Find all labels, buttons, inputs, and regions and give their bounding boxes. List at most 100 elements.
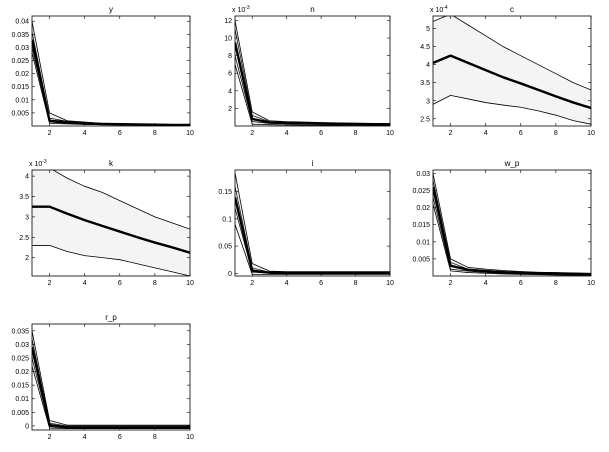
median-line	[235, 196, 390, 274]
x-tick-label: 4	[484, 280, 488, 287]
draw-line	[32, 338, 190, 427]
axis-multiplier: x 10-4	[430, 5, 448, 14]
draw-line	[235, 207, 390, 274]
y-tick-label: 4	[426, 62, 430, 69]
panel-w-p: w_p 2 4 6 8 10 0.005 0.01 0.015 0.02 0.025 0.03	[412, 159, 595, 287]
axis-multiplier: x 10-3	[232, 5, 250, 14]
axis-multiplier-exponent: -3	[245, 5, 250, 11]
axes-frame	[31, 323, 191, 431]
plot-area	[32, 170, 190, 276]
x-tick-label: 8	[153, 434, 157, 441]
lower-bound-line	[32, 245, 190, 276]
x-tick-label: 10	[386, 280, 394, 287]
x-tick-label: 4	[83, 280, 87, 287]
lower-bound-line	[235, 224, 390, 275]
x-tick-label: 8	[153, 130, 157, 137]
median-line	[433, 186, 591, 276]
axis-multiplier: x 10-3	[29, 159, 47, 168]
x-tick-label: 2	[48, 434, 52, 441]
x-tick-label: 10	[386, 130, 394, 137]
panel-title: i	[312, 159, 314, 168]
y-tick-label: 0.03	[15, 45, 29, 52]
axis-multiplier-exponent: -3	[42, 159, 47, 165]
draw-line	[433, 180, 591, 274]
axes-frame	[432, 15, 592, 127]
upper-bound-line	[235, 172, 390, 273]
x-tick-label: 2	[48, 130, 52, 137]
x-tick-label: 10	[186, 280, 194, 287]
x-tick-label: 8	[554, 130, 558, 137]
y-tick-label: 0.035	[11, 328, 29, 335]
y-tick-label: 4	[25, 174, 29, 181]
y-tick-label: 0.015	[412, 222, 430, 229]
y-tick-label: 0.01	[15, 97, 29, 104]
y-tick-label: 3.5	[420, 80, 430, 87]
median-line	[32, 39, 190, 126]
x-tick-label: 6	[118, 280, 122, 287]
y-tick-label: 0.05	[218, 244, 232, 251]
y-tick-label: 0.025	[412, 188, 430, 195]
draw-line	[235, 29, 390, 125]
y-tick-label: 3	[426, 98, 430, 105]
lower-bound-line	[433, 94, 591, 125]
y-tick-label: 0.035	[11, 32, 29, 39]
y-tick-label: 0.025	[11, 58, 29, 65]
y-tick-label: 0.02	[15, 369, 29, 376]
lower-bound-line	[433, 204, 591, 276]
upper-bound-line	[32, 21, 190, 125]
y-tick-label: 0.005	[11, 410, 29, 417]
x-tick-label: 2	[48, 280, 52, 287]
x-tick-label: 10	[587, 280, 595, 287]
y-tick-label: 0.015	[11, 84, 29, 91]
y-tick-label: 2	[25, 255, 29, 262]
lower-bound-line	[235, 64, 390, 126]
x-tick-label: 10	[186, 434, 194, 441]
confidence-band	[32, 170, 190, 276]
x-tick-label: 6	[118, 130, 122, 137]
upper-bound-line	[433, 16, 591, 91]
y-tick-label: 0.005	[11, 110, 29, 117]
upper-bound-line	[32, 330, 190, 426]
median-line	[235, 42, 390, 126]
x-tick-label: 6	[118, 434, 122, 441]
y-tick-label: 2	[228, 106, 232, 113]
y-tick-label: 0.01	[416, 239, 430, 246]
x-tick-label: 6	[519, 280, 523, 287]
median-line	[433, 54, 591, 110]
x-tick-label: 6	[519, 130, 523, 137]
confidence-band	[433, 16, 591, 125]
y-tick-label: 12	[224, 18, 232, 25]
median-line	[32, 346, 190, 429]
axes-frame	[31, 169, 191, 277]
axes-frame	[432, 169, 592, 277]
confidence-band	[235, 172, 390, 275]
upper-bound-line	[235, 20, 390, 124]
x-tick-label: 2	[449, 280, 453, 287]
x-tick-label: 8	[354, 130, 358, 137]
y-tick-label: 0.02	[15, 71, 29, 78]
x-tick-label: 2	[250, 280, 254, 287]
panel-r-p: r_p 2 4 6 8 10 0 0.005 0.01 0.015 0.02 0.025 0.03 0.0…	[11, 313, 194, 441]
y-tick-label: 0.005	[412, 256, 430, 263]
y-tick-label: 3.5	[19, 194, 29, 201]
median-line	[32, 205, 190, 254]
y-tick-label: 4	[228, 88, 232, 95]
confidence-band	[235, 20, 390, 126]
x-tick-label: 8	[354, 280, 358, 287]
y-tick-label: 0.1	[222, 216, 232, 223]
plot-area	[32, 21, 190, 126]
x-tick-label: 10	[186, 130, 194, 137]
upper-bound-line	[433, 173, 591, 274]
y-tick-label: 0.03	[416, 171, 430, 178]
panel-y: y 2 4 6 8 10 0.005 0.01 0.015 0.02 0.025 0.03 0.035 0…	[11, 5, 194, 137]
panel-n: n x 10-3 2 4 6 8 10 2 4 6 8 10 12	[224, 5, 394, 137]
y-tick-label: 0.025	[11, 355, 29, 362]
plot-area	[235, 172, 390, 275]
y-tick-label: 0.15	[218, 189, 232, 196]
x-tick-label: 4	[285, 130, 289, 137]
plot-area	[433, 16, 591, 125]
y-tick-label: 0.03	[15, 342, 29, 349]
panel-k: k x 10-3 2 4 6 8 10 2 2.5 3 3.5 4	[19, 159, 194, 287]
x-tick-label: 4	[83, 434, 87, 441]
